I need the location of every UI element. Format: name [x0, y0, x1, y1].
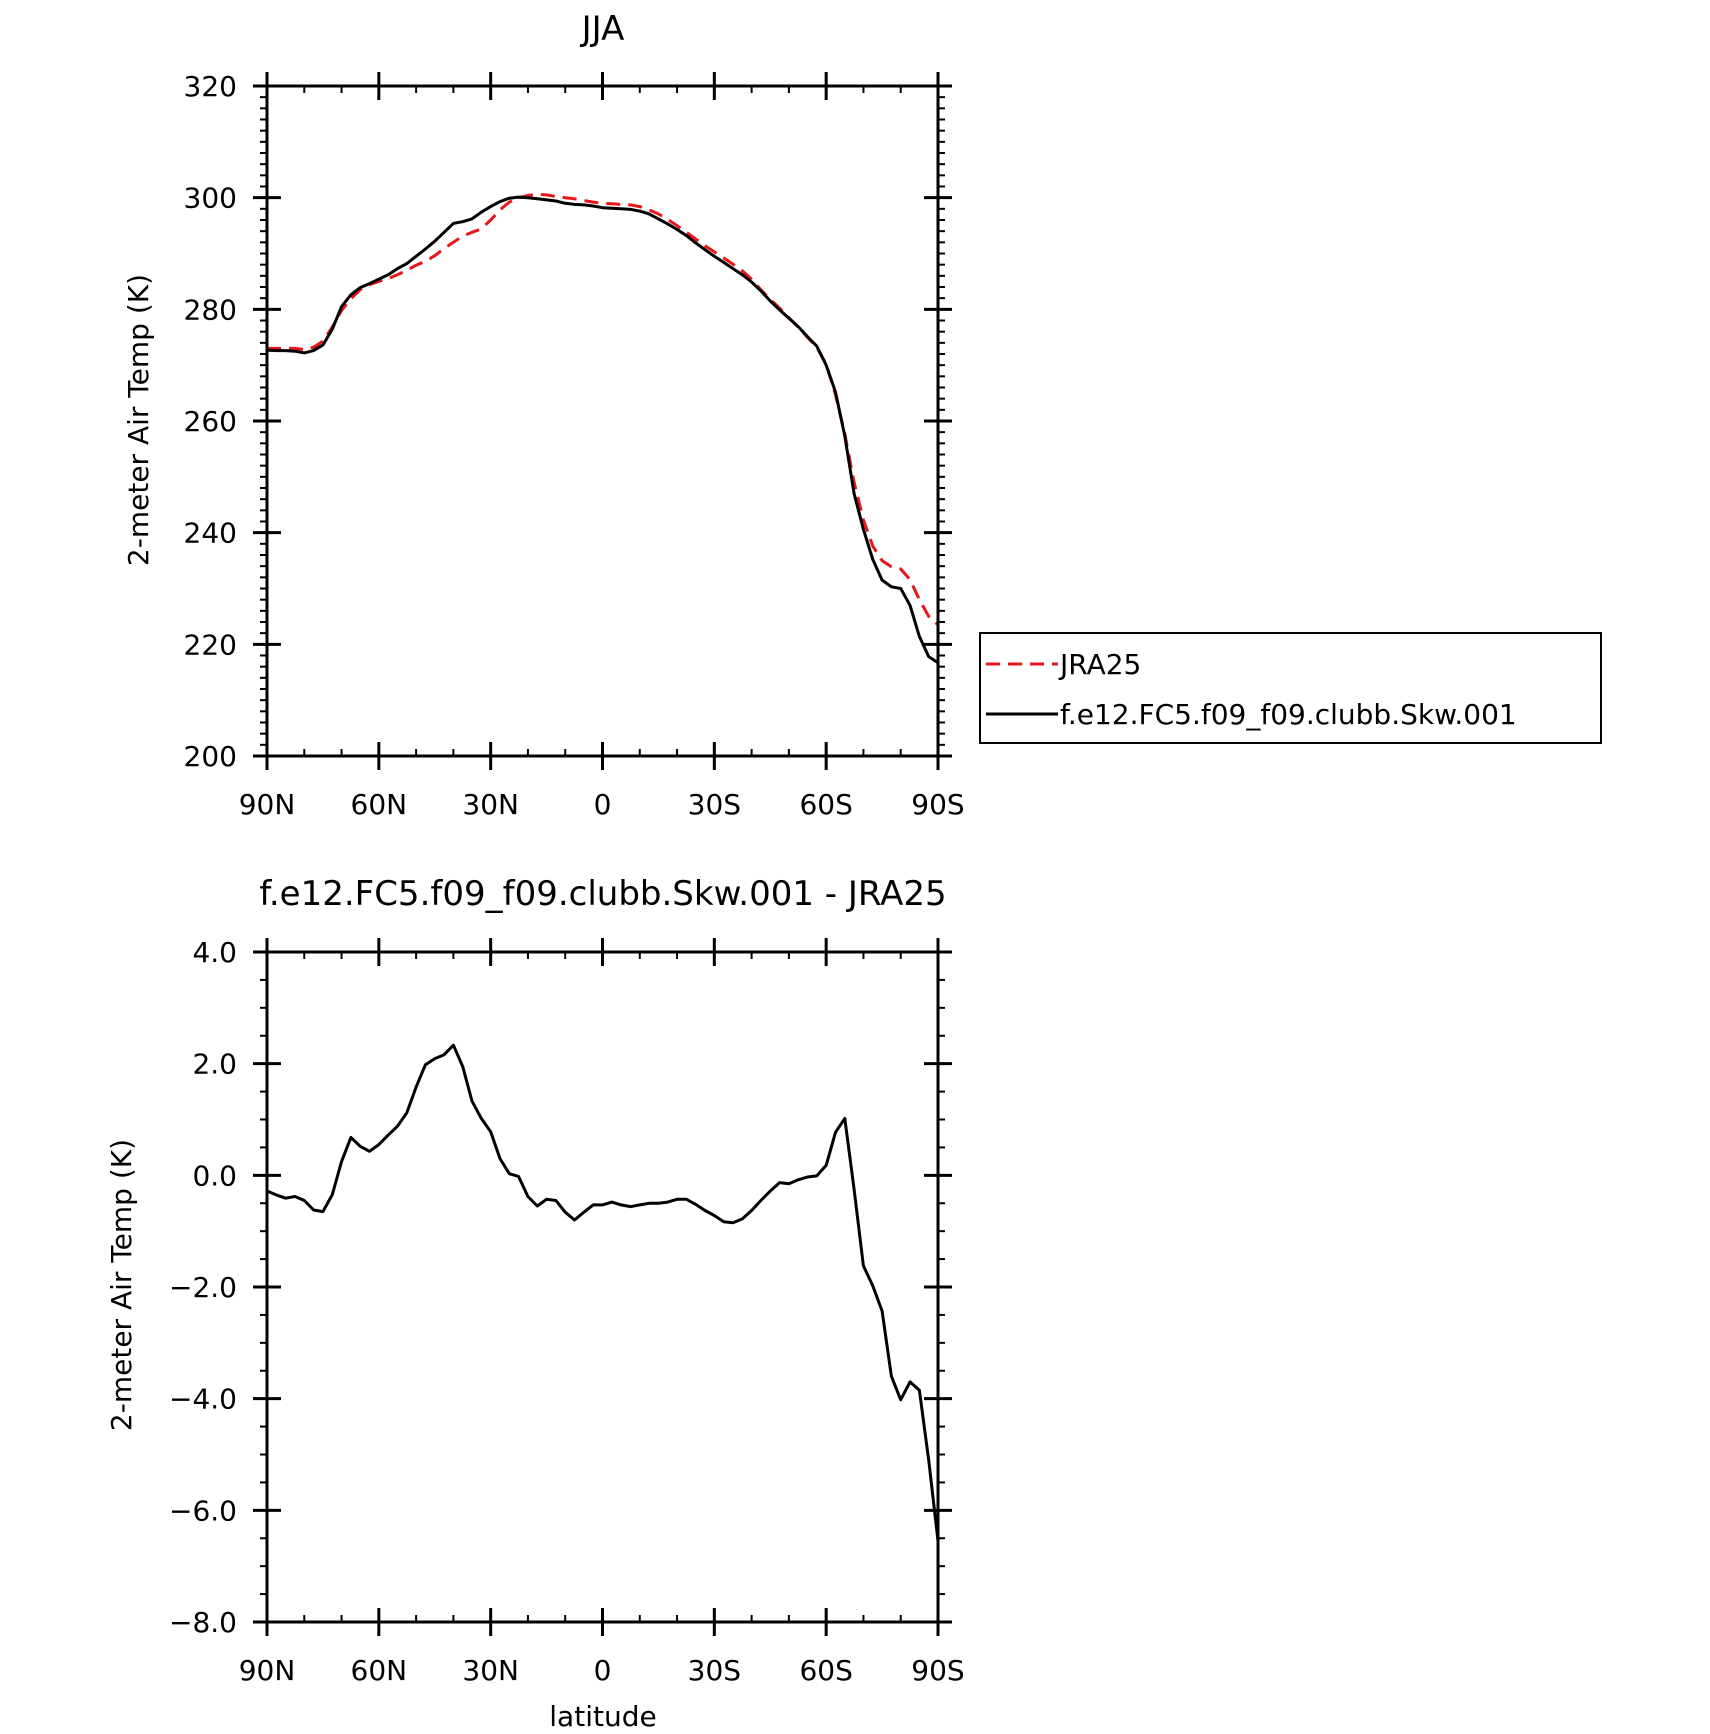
bottom-panel: f.e12.FC5.f09_f09.clubb.Skw.001 - JRA25 …	[105, 874, 965, 1733]
y-tick-label: −6.0	[169, 1494, 237, 1527]
y-tick-label: 240	[184, 517, 237, 550]
legend-label-model: f.e12.FC5.f09_f09.clubb.Skw.001	[1060, 698, 1517, 731]
y-tick-label: 300	[184, 182, 237, 215]
top-panel-series	[266, 192, 940, 665]
y-tick-label: 4.0	[192, 936, 237, 969]
x-tick-label: 30S	[688, 1654, 741, 1687]
x-tick-label: 0	[594, 788, 612, 821]
x-tick-label: 60S	[799, 1654, 852, 1687]
x-tick-label: 0	[594, 1654, 612, 1687]
bottom-panel-y-axis-title: 2-meter Air Temp (K)	[105, 1139, 138, 1431]
legend: JRA25 f.e12.FC5.f09_f09.clubb.Skw.001	[979, 632, 1602, 744]
top-panel-title: JJA	[580, 9, 625, 49]
bottom-panel-series	[266, 1043, 940, 1542]
x-tick-label: 90N	[239, 788, 296, 821]
bottom-panel-title: f.e12.FC5.f09_f09.clubb.Skw.001 - JRA25	[259, 874, 946, 914]
series-line-jra25	[267, 192, 940, 626]
x-tick-label: 30S	[688, 788, 741, 821]
y-tick-label: 220	[184, 628, 237, 661]
y-tick-label: 260	[184, 405, 237, 438]
x-tick-label: 30N	[462, 1654, 519, 1687]
legend-box	[979, 632, 1602, 744]
x-tick-label: 30N	[462, 788, 519, 821]
x-tick-label: 90S	[911, 1654, 964, 1687]
y-tick-label: −2.0	[169, 1271, 237, 1304]
y-tick-label: 320	[184, 70, 237, 103]
top-panel: JJA 2-meter Air Temp (K) 90N 60N 30N 0 30S 60…	[122, 9, 965, 821]
x-tick-label: 60N	[351, 1654, 408, 1687]
x-tick-label: 60N	[351, 788, 408, 821]
x-tick-label: 60S	[799, 788, 852, 821]
x-tick-label: 90S	[911, 788, 964, 821]
series-line-model	[266, 195, 939, 665]
y-tick-label: 0.0	[192, 1159, 237, 1192]
y-tick-label: 2.0	[192, 1048, 237, 1081]
top-panel-y-axis-title: 2-meter Air Temp (K)	[122, 274, 155, 566]
legend-label-jra25: JRA25	[1058, 648, 1141, 681]
bottom-panel-x-axis-title: latitude	[549, 1700, 656, 1733]
y-tick-label: 200	[184, 740, 237, 773]
top-panel-ticks: 90N 60N 30N 0 30S 60S 90S 200 220 240 260 280 300 320	[184, 70, 965, 821]
y-tick-label: 280	[184, 293, 237, 326]
y-tick-label: −4.0	[169, 1383, 237, 1416]
bottom-panel-ticks: 90N 60N 30N 0 30S 60S 90S −8.0 −6.0 −4.0 −2.0 0.0 2.…	[169, 936, 965, 1687]
bottom-panel-frame	[265, 950, 940, 1624]
x-tick-label: 90N	[239, 1654, 296, 1687]
y-tick-label: −8.0	[169, 1606, 237, 1639]
series-line-model	[266, 1043, 940, 1542]
top-panel-frame	[265, 84, 940, 758]
